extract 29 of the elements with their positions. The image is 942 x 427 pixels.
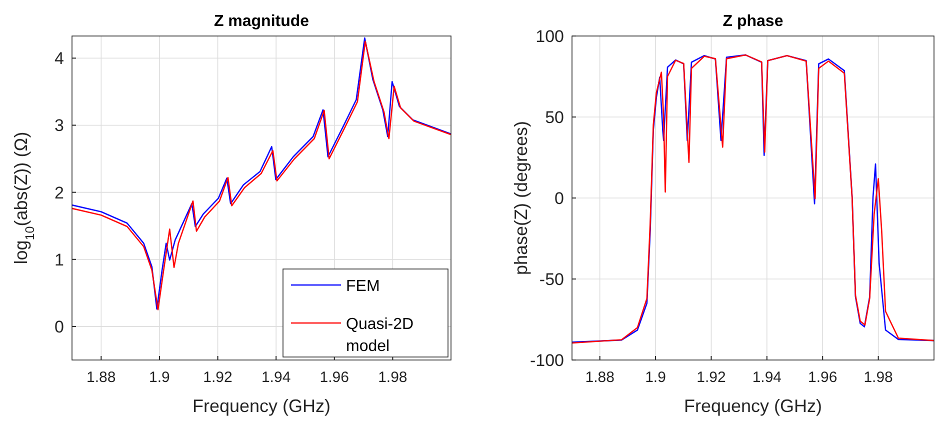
- x-tick-label: 1.98: [864, 369, 893, 386]
- x-tick-label: 1.88: [585, 369, 614, 386]
- x-tick-label: 1.94: [752, 369, 782, 386]
- y-axis-title: phase(Z) (degrees): [511, 120, 531, 276]
- y-tick-label: 1: [54, 250, 64, 270]
- x-tick-label: 1.92: [203, 369, 232, 386]
- y-tick-label: 3: [54, 116, 64, 136]
- x-tick-label: 1.96: [320, 369, 349, 386]
- y-tick-label: 2: [54, 183, 64, 202]
- y-tick-label: 50: [545, 108, 564, 127]
- legend-label: Quasi-2D model: [346, 316, 414, 355]
- y-tick-label: 0: [54, 317, 64, 336]
- x-tick-label: 1.92: [696, 369, 726, 386]
- y-tick-label: 0: [554, 189, 564, 208]
- x-tick-label: 1.9: [149, 369, 170, 386]
- x-tick-label: 1.96: [808, 369, 838, 386]
- chart-title: Z phase: [722, 13, 784, 30]
- y-tick-label: -100: [530, 351, 564, 370]
- x-tick-label: 1.98: [378, 369, 408, 386]
- y-tick-label: 4: [54, 49, 64, 68]
- x-tick-label: 1.9: [645, 369, 666, 386]
- x-tick-label: 1.88: [86, 369, 116, 386]
- x-axis-title: Frequency (GHz): [192, 396, 331, 416]
- y-tick-label: 100: [536, 27, 564, 46]
- legend-label: FEM: [346, 278, 380, 295]
- y-tick-label: -50: [539, 270, 564, 289]
- x-tick-label: 1.94: [261, 369, 291, 386]
- chart-title: Z magnitude: [214, 13, 310, 30]
- x-axis-title: Frequency (GHz): [684, 396, 822, 416]
